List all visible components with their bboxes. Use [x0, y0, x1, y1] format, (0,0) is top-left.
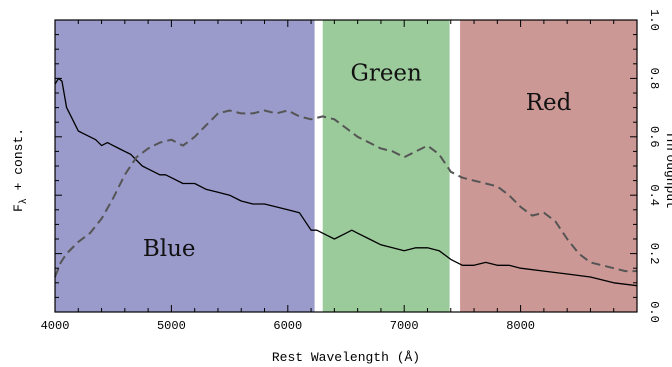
y-right-tick-label: 0.8	[647, 68, 661, 90]
spectrum-curve	[54, 77, 638, 287]
y-right-tick-label: 0.6	[647, 126, 661, 148]
band-label-blue: Blue	[143, 236, 196, 262]
x-tick-label: 5000	[157, 319, 186, 333]
band-green	[322, 20, 450, 312]
x-axis-title: Rest Wavelength (Å)	[272, 350, 420, 365]
x-tick-label: 7000	[390, 319, 419, 333]
axis-ticks: 4000 5000 6000 7000 8000 0.0 0.2 0.4 0.6 0.8 1.0	[41, 9, 661, 333]
left-axis-title-main: F	[11, 204, 26, 212]
data-series	[54, 77, 638, 287]
throughput-curve	[54, 109, 637, 278]
left-axis-title-tail: + const.	[11, 128, 26, 198]
x-tick-label: 6000	[273, 319, 302, 333]
band-label-red: Red	[526, 90, 572, 116]
band-label-green: Green	[350, 61, 422, 87]
left-axis-title-sub: λ	[18, 198, 30, 204]
x-tick-label: 8000	[506, 319, 535, 333]
y-right-tick-label: 0.4	[647, 184, 661, 206]
y-right-tick-label: 0.0	[647, 301, 661, 323]
y-right-tick-label: 0.2	[647, 243, 661, 265]
x-tick-label: 4000	[41, 319, 70, 333]
y-right-tick-label: 1.0	[647, 9, 661, 31]
band-regions	[55, 20, 637, 312]
right-axis-title: Throughput	[663, 131, 672, 209]
left-axis-title: Fλ + const.	[11, 128, 30, 212]
band-labels: Blue Green Red	[143, 61, 572, 262]
band-blue	[55, 20, 315, 312]
